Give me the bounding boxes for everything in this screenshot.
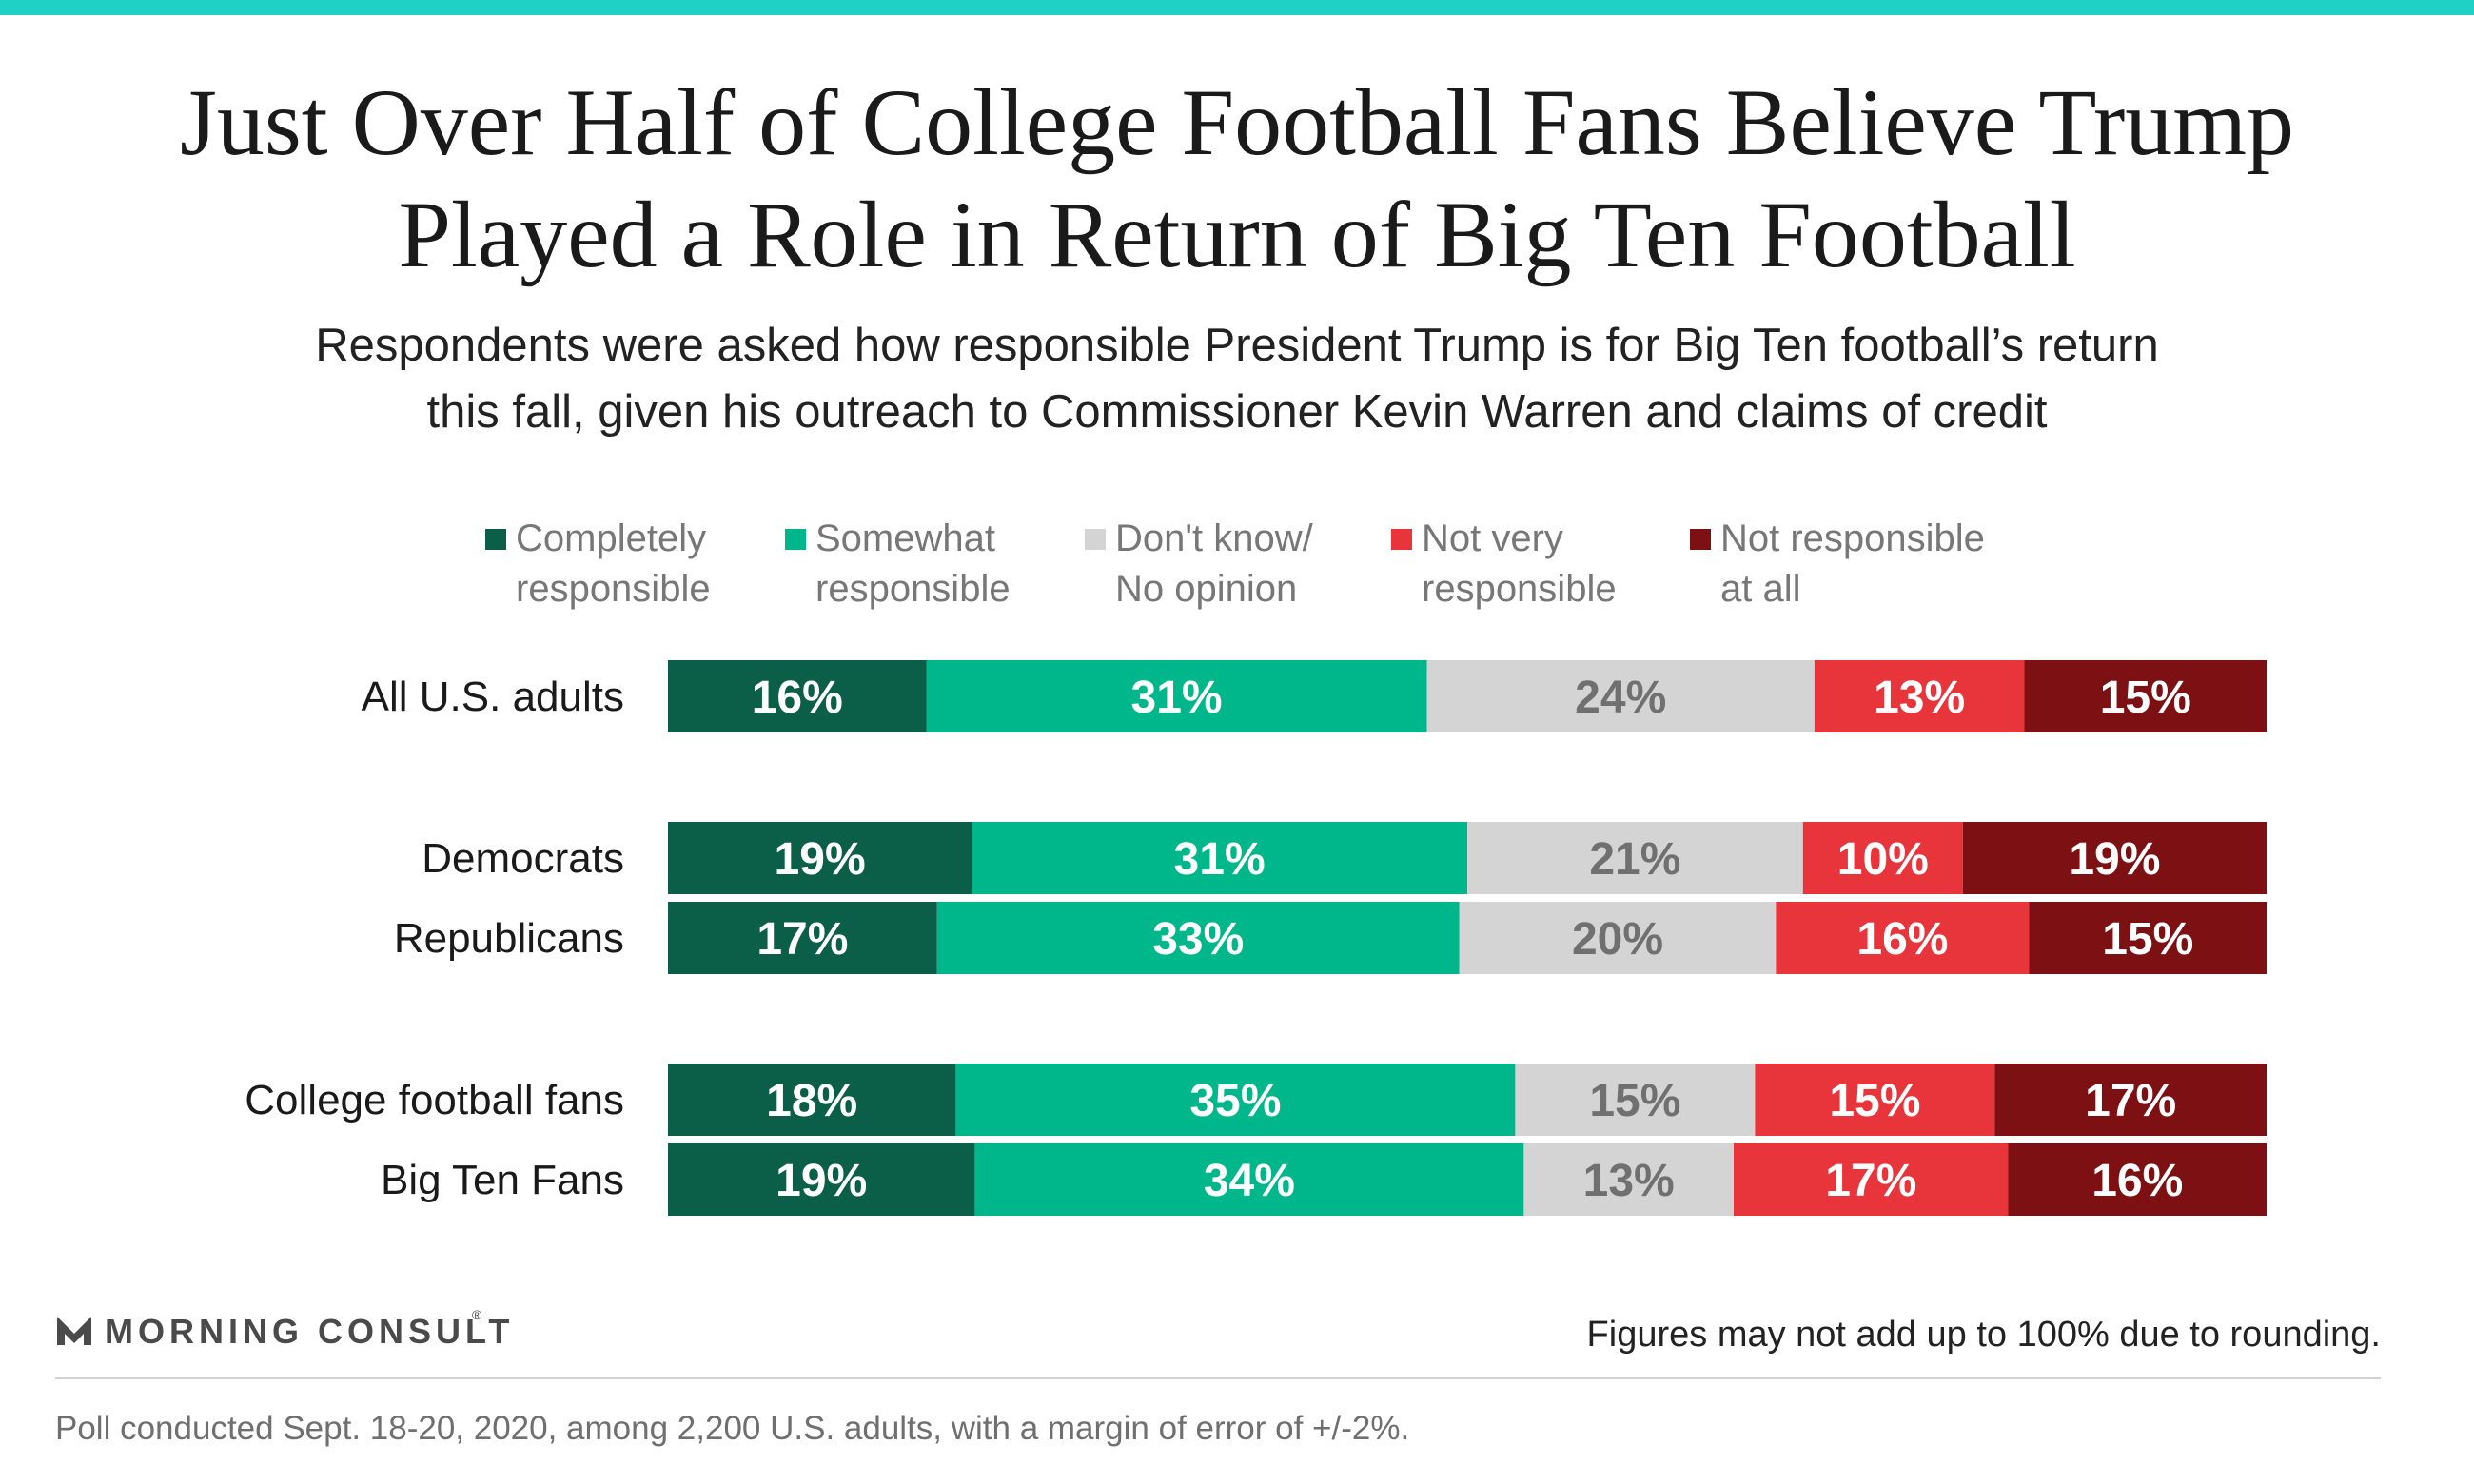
bar-segment <box>1459 902 1777 974</box>
top-accent-bar <box>0 0 2474 15</box>
bar-value-label: 20% <box>1572 914 1663 965</box>
legend-swatch <box>485 529 506 550</box>
bar-segment <box>926 660 1427 732</box>
bar-value-label: 19% <box>776 1156 867 1206</box>
bar-value-label: 17% <box>2085 1076 2176 1126</box>
bar-value-label: 18% <box>766 1076 857 1126</box>
bar-segment <box>668 1064 956 1136</box>
bar-segment <box>1755 1064 1995 1136</box>
bar-value-label: 15% <box>2100 673 2191 723</box>
subtitle-line: Respondents were asked how responsible P… <box>315 320 2159 371</box>
subtitle-line: this fall, given his outreach to Commiss… <box>426 386 2048 438</box>
legend-swatch <box>1085 529 1106 550</box>
bar-value-label: 15% <box>2102 914 2193 965</box>
bar-segment <box>974 1143 1524 1216</box>
registered-mark: ® <box>472 1307 482 1322</box>
bar-value-label: 19% <box>775 834 866 885</box>
bar-value-label: 24% <box>1575 673 1666 723</box>
category-label: Democrats <box>422 835 624 882</box>
bar-value-label: 19% <box>2069 834 2160 885</box>
bar-segment <box>1802 822 1963 894</box>
bar-value-label: 17% <box>1825 1156 1916 1206</box>
footer-divider <box>55 1377 2381 1379</box>
bar-segment <box>668 1143 975 1216</box>
bar-value-label: 16% <box>752 673 843 723</box>
bar-value-label: 13% <box>1874 673 1965 723</box>
source-note: Poll conducted Sept. 18-20, 2020, among … <box>55 1410 1410 1447</box>
bar-value-label: 15% <box>1589 1076 1680 1126</box>
bar-value-label: 31% <box>1131 673 1223 723</box>
category-label: Republicans <box>394 915 624 962</box>
bar-value-label: 17% <box>756 914 848 965</box>
category-label: All U.S. adults <box>362 674 624 720</box>
rounding-footnote: Figures may not add up to 100% due to ro… <box>1586 1315 2381 1355</box>
legend-label: Somewhat responsible <box>815 517 1011 610</box>
legend-swatch <box>1391 529 1412 550</box>
legend-swatch <box>1690 529 1711 550</box>
bar-value-label: 15% <box>1829 1076 1920 1126</box>
bar-segment <box>955 1064 1516 1136</box>
title-line: Just Over Half of College Football Fans … <box>179 69 2295 175</box>
bar-segment <box>1994 1064 2267 1136</box>
bar-segment <box>1426 660 1815 732</box>
bar-value-label: 31% <box>1174 834 1266 885</box>
bar-value-label: 21% <box>1589 834 1680 885</box>
legend-label: Completely responsible <box>516 517 711 610</box>
bar-value-label: 10% <box>1837 834 1929 885</box>
bar-value-label: 33% <box>1152 914 1244 965</box>
bar-segment <box>1734 1143 2009 1216</box>
bar-segment <box>1523 1143 1734 1216</box>
bar-segment <box>972 822 1467 894</box>
bar-segment <box>2008 1143 2267 1216</box>
bar-segment <box>1814 660 2025 732</box>
morning-consult-logo-icon <box>57 1317 91 1345</box>
bar-segment <box>1467 822 1803 894</box>
legend-label: Don't know/ No opinion <box>1115 517 1313 610</box>
legend-label: Not very responsible <box>1422 517 1617 610</box>
bar-value-label: 13% <box>1583 1156 1675 1206</box>
bar-segment <box>1962 822 2267 894</box>
bar-segment <box>2029 902 2267 974</box>
logo-text: MORNING CONSULT <box>105 1312 515 1351</box>
bar-segment <box>668 902 937 974</box>
bar-value-label: 16% <box>2091 1156 2183 1206</box>
bar-value-label: 34% <box>1204 1156 1295 1206</box>
chart-legend: Completely responsible Somewhat responsi… <box>0 514 2474 618</box>
bar-segment <box>2024 660 2267 732</box>
bar-value-label: 35% <box>1189 1076 1281 1126</box>
legend-label: Not responsible at all <box>1720 517 1985 610</box>
category-label: Big Ten Fans <box>381 1157 624 1203</box>
bar-value-label: 16% <box>1856 914 1948 965</box>
page-subtitle: Respondents were asked how responsible P… <box>0 312 2474 445</box>
bar-segment <box>1515 1064 1756 1136</box>
bar-segment <box>1776 902 2030 974</box>
legend-swatch <box>785 529 806 550</box>
bar-segment <box>668 660 927 732</box>
category-label: College football fans <box>245 1077 624 1123</box>
page-title: Just Over Half of College Football Fans … <box>0 67 2474 291</box>
title-line: Played a Role in Return of Big Ten Footb… <box>398 182 2076 287</box>
bar-segment <box>668 822 972 894</box>
bar-segment <box>936 902 1460 974</box>
